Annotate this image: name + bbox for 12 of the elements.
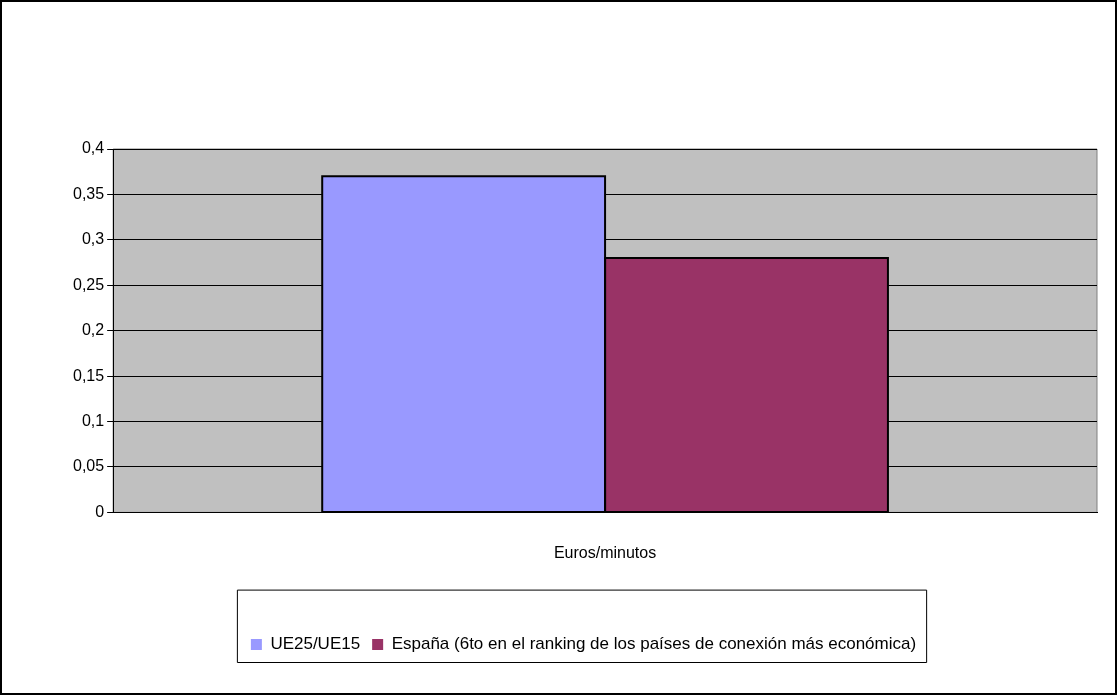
y-tick-label: 0,15 (73, 366, 105, 384)
y-tick-label: 0,05 (73, 457, 105, 475)
y-tick-label: 0,35 (73, 184, 105, 202)
legend-label: UE25/UE15 (270, 634, 361, 654)
y-tick-label: 0,2 (81, 321, 105, 339)
y-tick-label: 0 (95, 502, 105, 520)
y-tick-label: 0,4 (81, 139, 105, 157)
legend-label: España (6to en el ranking de los países de conexión más económica) (391, 634, 917, 654)
y-tick-label: 0,1 (81, 411, 105, 429)
x-tick-label: Euros/minutos (553, 544, 657, 562)
y-tick-label: 0,25 (73, 275, 105, 293)
y-tick-label: 0,3 (81, 230, 105, 248)
